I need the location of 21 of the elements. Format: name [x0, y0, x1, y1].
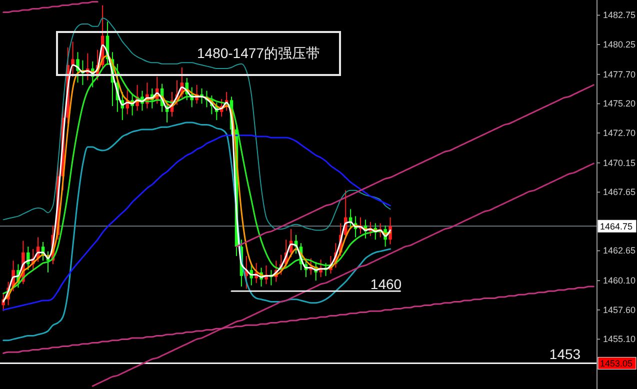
- candlestick: [71, 41, 74, 78]
- line-series: [2, 18, 391, 231]
- y-tick-label: 1467.65: [603, 187, 636, 198]
- y-tick-label: 1455.10: [603, 334, 636, 344]
- y-tick-label: 1462.65: [603, 246, 636, 256]
- y-tick-label: 1470.15: [603, 158, 636, 168]
- line-series: [236, 84, 594, 248]
- annotation: 1480-1477的强压带: [197, 44, 320, 61]
- y-tick-label: 1475.20: [603, 98, 636, 109]
- annotation: 1460: [370, 276, 402, 292]
- y-tick-label: 1460.10: [603, 276, 636, 286]
- y-tick-label: 1480.25: [603, 39, 636, 50]
- y-tick-label: 1482.75: [603, 10, 636, 20]
- candlestick: [26, 246, 30, 271]
- y-tick-label: 1472.70: [603, 128, 636, 138]
- y-tick-label: 1477.70: [603, 69, 636, 80]
- ref-line-label: 1464.75: [600, 221, 633, 232]
- ref-line-label: 1453.05: [600, 358, 633, 368]
- y-tick-label: 1457.60: [603, 304, 636, 315]
- line-series: [2, 1, 98, 14]
- annotation: 1453: [549, 346, 581, 362]
